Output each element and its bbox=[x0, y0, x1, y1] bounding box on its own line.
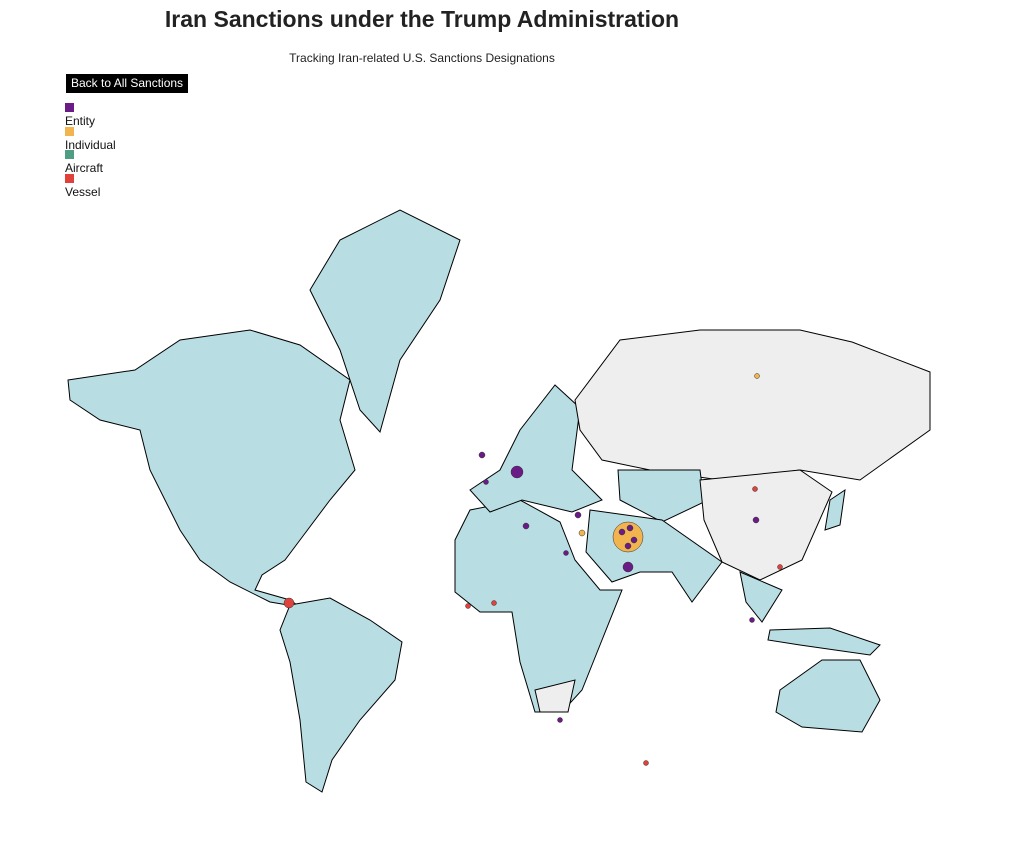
sanction-dot bbox=[522, 522, 530, 530]
sanction-dot bbox=[777, 564, 783, 570]
sanction-dot bbox=[478, 451, 486, 459]
greenland bbox=[309, 209, 461, 434]
sanction-dot bbox=[626, 524, 634, 532]
legend-label: Individual bbox=[65, 137, 116, 152]
sanction-dot bbox=[578, 529, 586, 537]
middle-east-india bbox=[585, 509, 723, 603]
sanction-dot bbox=[465, 603, 471, 609]
legend-item: Entity bbox=[65, 103, 95, 128]
indonesia bbox=[767, 627, 881, 656]
legend-swatch bbox=[65, 173, 74, 183]
south-africa bbox=[534, 679, 576, 713]
australia bbox=[775, 659, 881, 733]
sanction-dot bbox=[624, 542, 632, 550]
sanction-dot bbox=[643, 760, 649, 766]
legend-label: Aircraft bbox=[65, 161, 104, 175]
sanction-dot bbox=[618, 528, 626, 536]
south-america bbox=[279, 597, 403, 793]
sanction-dot bbox=[510, 465, 524, 479]
sanction-dot bbox=[491, 600, 497, 606]
legend-swatch bbox=[65, 103, 74, 112]
sanction-dot bbox=[622, 561, 634, 573]
sanction-dot bbox=[752, 486, 758, 492]
sanction-dot bbox=[483, 479, 489, 485]
china bbox=[699, 469, 833, 581]
sanction-dot bbox=[574, 511, 582, 519]
legend-label: Entity bbox=[65, 114, 96, 128]
subtitle: Tracking Iran-related U.S. Sanctions Des… bbox=[289, 51, 555, 65]
sanction-dot bbox=[557, 717, 563, 723]
sanction-dot bbox=[752, 516, 760, 524]
sanction-dot bbox=[749, 617, 755, 623]
russia bbox=[574, 329, 931, 481]
legend-item: Aircraft bbox=[65, 150, 103, 175]
sanction-dot bbox=[754, 373, 760, 379]
title: Iran Sanctions under the Trump Administr… bbox=[164, 6, 680, 32]
japan bbox=[824, 488, 846, 531]
legend-item: Vessel bbox=[65, 173, 101, 199]
central-asia bbox=[617, 469, 705, 523]
europe bbox=[469, 384, 603, 513]
legend-item: Individual bbox=[65, 126, 116, 152]
sanction-dot bbox=[630, 536, 638, 544]
back-button[interactable]: Back to All Sanctions bbox=[66, 74, 189, 93]
north-america bbox=[67, 329, 356, 608]
sanction-dot bbox=[283, 597, 295, 609]
legend-swatch bbox=[65, 150, 74, 159]
legend-swatch bbox=[65, 126, 74, 136]
sanction-dot bbox=[563, 550, 569, 556]
africa bbox=[454, 499, 623, 713]
legend-label: Vessel bbox=[65, 184, 101, 199]
southeast-asia bbox=[739, 571, 783, 623]
